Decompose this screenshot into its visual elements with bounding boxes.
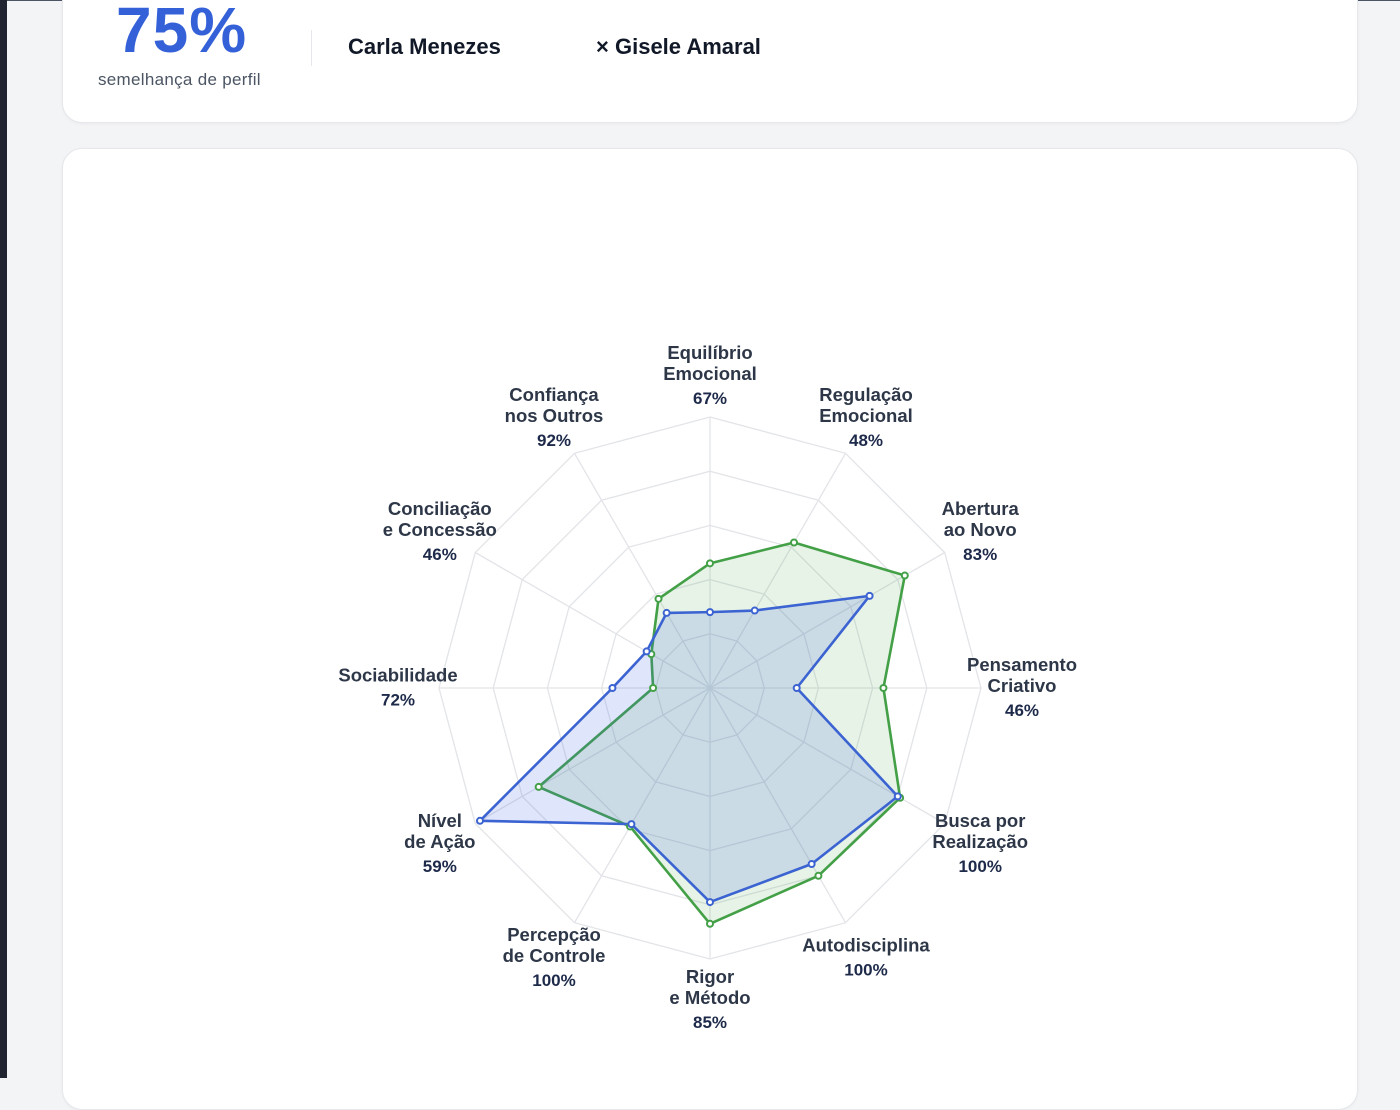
axis-label-3-line-2: ao Novo <box>944 519 1017 540</box>
similarity-score: 75% <box>116 0 248 66</box>
series-a-point-9 <box>476 816 485 825</box>
separator: × <box>596 34 609 59</box>
radar-grid <box>438 416 982 960</box>
window-edge <box>0 0 7 1078</box>
divider <box>311 30 312 66</box>
similarity-card <box>62 0 1358 123</box>
series-b-point-7 <box>706 919 714 928</box>
axis-label-12-line-1: Confiança <box>509 384 599 405</box>
axis-label-2-line-1: Regulação <box>819 384 913 405</box>
axis-label-6-line-1: Autodisciplina <box>802 935 930 956</box>
axis-label-1-line-1: Equilíbrio <box>667 342 752 363</box>
grid-spoke-2 <box>709 452 847 689</box>
axis-value-2: 48% <box>849 431 883 450</box>
axis-label-8-line-1: Percepção <box>507 924 601 945</box>
person-a-name: Carla Menezes <box>348 34 501 59</box>
series-b-point-2 <box>790 538 799 547</box>
axis-label-1-line-2: Emocional <box>663 363 757 384</box>
axis-label-2-line-2: Emocional <box>819 405 913 426</box>
axis-value-3: 83% <box>963 545 997 564</box>
axis-value-9: 59% <box>423 857 457 876</box>
grid-spoke-12 <box>573 452 711 689</box>
series-a-point-6 <box>807 860 816 869</box>
series-b-point-10 <box>649 684 658 692</box>
person-b-name: × Gisele Amaral <box>596 34 761 60</box>
series-a-point-2 <box>750 606 759 615</box>
grid-spoke-5 <box>709 687 946 825</box>
axis-label-9-line-2: de Ação <box>404 831 475 852</box>
axis-value-1: 67% <box>693 389 727 408</box>
grid-spoke-6 <box>709 687 847 924</box>
series-a-point-12 <box>662 608 671 617</box>
series-a-point-3 <box>865 591 874 600</box>
axis-value-5: 100% <box>958 857 1001 876</box>
series-b-point-4 <box>879 684 888 692</box>
axis-label-4-line-2: Criativo <box>988 675 1057 696</box>
axis-label-11-line-1: Conciliação <box>388 498 492 519</box>
grid-spoke-11 <box>474 551 711 689</box>
axis-label-7-line-1: Rigor <box>686 966 734 987</box>
similarity-label: semelhança de perfil <box>98 70 261 89</box>
axis-label-5-line-1: Busca por <box>935 810 1025 831</box>
series-b-point-9 <box>534 782 543 791</box>
series-a-point-7 <box>706 898 714 907</box>
axis-label-4-line-1: Pensamento <box>967 654 1077 675</box>
series-a-point-5 <box>893 792 902 801</box>
radar-series <box>476 538 909 928</box>
axis-value-10: 72% <box>381 691 415 710</box>
axis-value-12: 92% <box>537 431 571 450</box>
series-a-point-8 <box>627 820 636 829</box>
axis-value-11: 46% <box>423 545 457 564</box>
series-b-point-6 <box>814 871 823 880</box>
axis-value-4: 46% <box>1005 701 1039 720</box>
axis-label-11-line-2: e Concessão <box>383 519 497 540</box>
series-a-point-11 <box>642 647 651 656</box>
series-a-point-10 <box>608 684 617 692</box>
axis-value-7: 85% <box>693 1013 727 1032</box>
axis-label-7-line-2: e Método <box>669 987 750 1008</box>
series-a-point-1 <box>706 608 714 617</box>
axis-label-5-line-2: Realização <box>932 831 1028 852</box>
grid-spoke-8 <box>573 687 711 924</box>
series-a-point-4 <box>792 684 801 692</box>
series-b-point-12 <box>654 594 663 603</box>
axis-label-9-line-1: Nível <box>418 810 462 831</box>
series-b-point-3 <box>900 571 909 580</box>
axis-label-3-line-1: Abertura <box>942 498 1020 519</box>
axis-value-6: 100% <box>844 961 887 980</box>
axis-label-8-line-2: de Controle <box>503 945 606 966</box>
axis-label-10-line-1: Sociabilidade <box>338 665 457 686</box>
axis-value-8: 100% <box>532 971 575 990</box>
person-b-label: Gisele Amaral <box>614 34 761 59</box>
series-b-point-1 <box>706 559 714 568</box>
grid-spoke-9 <box>474 687 711 825</box>
axis-label-12-line-2: nos Outros <box>505 405 604 426</box>
